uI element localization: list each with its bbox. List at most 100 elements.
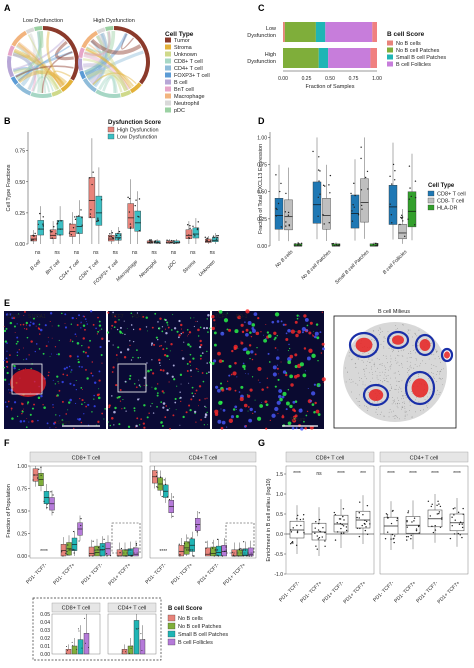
- e-cell-dot: [111, 371, 114, 373]
- e-tissue-cell: [381, 363, 383, 365]
- e-tissue-cell: [362, 381, 364, 383]
- e-cell-dot: [190, 317, 192, 319]
- d-point: [328, 184, 330, 186]
- d-point: [323, 223, 325, 225]
- d-point: [329, 192, 331, 194]
- e-cell-dot: [265, 403, 269, 407]
- g-point: [461, 523, 463, 525]
- e-cell-dot: [217, 388, 221, 393]
- d-point: [408, 198, 411, 200]
- f-point: [172, 496, 174, 498]
- g-point: [415, 529, 418, 532]
- e-tissue-cell: [387, 362, 388, 364]
- e-tissue-cell: [389, 338, 391, 339]
- e-cell-dot: [159, 369, 162, 372]
- e-inset-number: 1: [116, 358, 119, 364]
- e-milieu-boundary: [414, 333, 436, 357]
- e-cell-dot: [52, 406, 54, 408]
- f-point: [106, 553, 108, 555]
- e-cell-dot: [132, 328, 135, 331]
- g-sig-label: ***: [360, 471, 366, 477]
- chord-ribbon: [27, 31, 41, 91]
- chord-ribbon: [85, 69, 129, 92]
- e-cell-dot: [294, 400, 298, 403]
- e-cell-dot: [96, 393, 100, 397]
- d-x-label: No B cells: [274, 249, 295, 270]
- d-point: [374, 242, 377, 245]
- e-cell-dot: [5, 357, 8, 360]
- c-bar-segment: [284, 22, 316, 42]
- g-point: [439, 505, 442, 508]
- b-point: [149, 240, 152, 242]
- f-point: [198, 512, 200, 514]
- e-cell-dot: [163, 392, 165, 394]
- f-inset-point: [135, 628, 137, 630]
- chord-ribbon: [39, 30, 44, 49]
- e-cell-dot: [86, 377, 89, 380]
- e-cell-dot: [82, 315, 85, 317]
- f-point: [232, 554, 235, 556]
- e-tissue-cell: [398, 391, 400, 393]
- e-cell-dot: [251, 327, 255, 330]
- e-cell-dot: [176, 330, 179, 333]
- e-tissue-cell: [408, 409, 410, 411]
- g-point: [406, 526, 408, 528]
- f-inset-point: [81, 647, 83, 649]
- chord-ribbon: [55, 40, 74, 61]
- b-box: [95, 195, 103, 226]
- e-tissue-cell: [413, 350, 414, 351]
- e-tissue-cell: [397, 403, 398, 405]
- e-tissue-cell: [380, 343, 382, 345]
- e-tissue-cell: [396, 362, 398, 364]
- e-tissue-cell: [438, 394, 440, 395]
- d-y-tick-label: 0.50: [257, 190, 267, 196]
- chord-ribbon: [46, 31, 65, 86]
- e-cell-dot: [67, 409, 69, 411]
- e-cell-dot: [93, 381, 97, 385]
- chord-ribbon: [82, 63, 103, 85]
- e-cell-dot: [226, 312, 228, 314]
- e-cell-dot: [27, 401, 30, 404]
- f-point: [205, 541, 207, 543]
- a-legend-swatch: [165, 65, 171, 71]
- e-cell-dot: [241, 330, 245, 334]
- g-point: [314, 532, 316, 535]
- e-cell-dot: [305, 414, 308, 417]
- e-cell-dot: [70, 369, 73, 371]
- g-sig-label: ****: [387, 471, 395, 477]
- chord-ribbon: [95, 35, 128, 91]
- e-b-cell-cluster: [411, 378, 429, 398]
- e-tissue-cell: [411, 416, 413, 418]
- e-cell-dot: [282, 391, 287, 396]
- a-legend-swatch: [165, 44, 171, 50]
- e-cell-dot: [227, 387, 232, 391]
- e-tissue-cell: [367, 360, 369, 362]
- f-point: [120, 547, 123, 550]
- e-cell-dot: [126, 348, 130, 351]
- e-b-cell-follicle: [10, 369, 46, 397]
- a-legend-item: Stroma: [174, 45, 193, 51]
- e-cell-dot: [181, 349, 183, 351]
- chord-ribbon: [13, 48, 65, 87]
- d-point: [338, 243, 340, 246]
- e-cell-dot: [159, 345, 161, 347]
- e-cell-dot: [164, 328, 167, 330]
- e-cell-dot: [70, 371, 72, 373]
- e-cell-dot: [44, 324, 47, 327]
- chord-ribbon: [15, 30, 43, 80]
- g-point: [358, 517, 360, 519]
- e-cell-dot: [281, 415, 285, 419]
- e-tissue-cell: [431, 354, 433, 355]
- e-tissue-cell: [410, 378, 412, 380]
- e-cell-dot: [136, 312, 139, 314]
- b-point: [150, 239, 152, 241]
- e-tissue-cell: [364, 370, 366, 372]
- e-tissue-cell: [387, 375, 389, 376]
- e-cell-dot: [261, 401, 262, 403]
- e-milieu-boundary: [348, 331, 380, 359]
- d-point: [317, 215, 319, 217]
- e-cell-dot: [151, 342, 154, 345]
- g-point: [391, 510, 394, 512]
- e-cell-dot: [143, 426, 146, 429]
- e-cell-dot: [234, 405, 238, 409]
